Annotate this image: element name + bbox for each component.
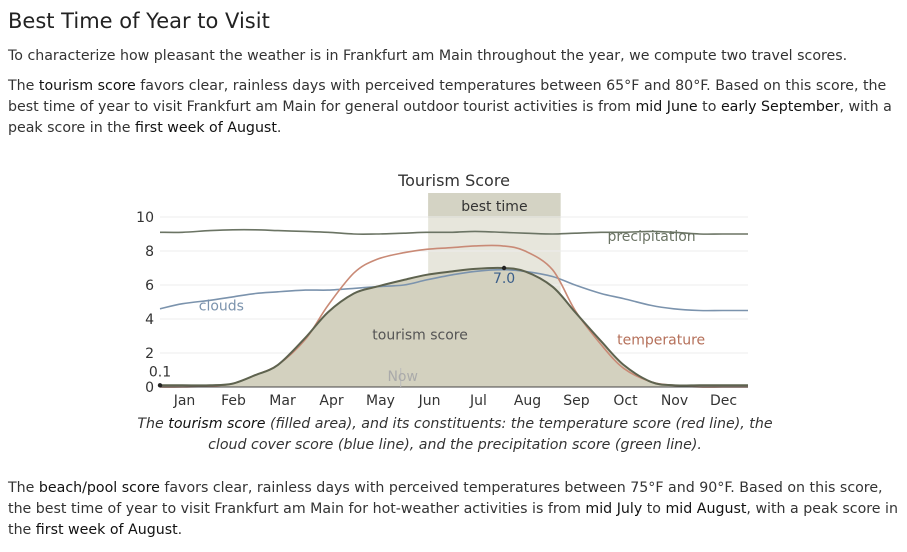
caption-tourism-term: tourism score	[168, 416, 266, 432]
now-label: Now	[387, 369, 418, 385]
x-tick-label: Oct	[613, 393, 638, 409]
series-label-tourism-score: tourism score	[372, 327, 468, 343]
y-tick-label: 8	[145, 244, 154, 260]
tourism-area	[160, 267, 748, 387]
beach-paragraph: The beach/pool score favors clear, rainl…	[8, 480, 898, 538]
y-tick-label: 6	[145, 278, 154, 294]
x-tick-label: Jan	[173, 393, 196, 409]
x-tick-label: Mar	[269, 393, 296, 409]
x-tick-label: Sep	[563, 393, 590, 409]
tourism-score-line	[160, 266, 748, 387]
x-tick-label: Aug	[514, 393, 541, 409]
intro-paragraph: To characterize how pleasant the weather…	[8, 48, 848, 64]
y-tick-label: 10	[136, 210, 154, 226]
clouds-line	[159, 268, 748, 312]
best-time-label: best time	[461, 199, 527, 215]
series-label-temperature: temperature	[617, 333, 705, 349]
series-labels: clouds precipitation temperature tourism sc…	[199, 229, 705, 349]
x-tick-label: Jul	[469, 393, 487, 409]
chart-title: Tourism Score	[397, 171, 510, 190]
y-tick-label: 2	[145, 346, 154, 362]
series-label-clouds: clouds	[199, 299, 244, 315]
x-tick-label: Jun	[418, 393, 441, 409]
axis-ticks: 0 2 4 6 8 10 Jan Feb Mar Apr May Jun Jul Aug Sep Oct Nov…	[136, 210, 737, 409]
x-tick-label: Nov	[661, 393, 688, 409]
precipitation-line	[159, 228, 748, 235]
page-title: Best Time of Year to Visit	[8, 9, 270, 33]
tourism-start: mid June	[635, 99, 698, 115]
series-label-precipitation: precipitation	[607, 229, 695, 245]
annotation-label: 0.1	[149, 364, 171, 380]
x-tick-label: Dec	[710, 393, 737, 409]
annotations: 0.1 7.0	[149, 265, 515, 388]
tourism-end: early September	[720, 99, 840, 115]
y-tick-label: 0	[145, 380, 154, 396]
beach-peak: first week of August	[35, 522, 178, 538]
annotation-label: 7.0	[493, 271, 515, 287]
beach-end: mid August	[665, 501, 747, 517]
x-tick-label: Apr	[319, 393, 343, 409]
tourism-peak: first week of August	[135, 120, 277, 136]
beach-score-term: beach/pool score	[38, 480, 160, 496]
tourism-score-area	[160, 267, 748, 387]
y-tick-label: 4	[145, 312, 154, 328]
tourism-paragraph: The tourism score favors clear, rainless…	[8, 78, 892, 136]
beach-start: mid July	[585, 501, 643, 517]
chart-caption: The tourism score (filled area), and its…	[137, 416, 773, 453]
best-time-header	[428, 193, 561, 218]
tourism-score-term: tourism score	[38, 78, 136, 94]
x-tick-label: Feb	[221, 393, 246, 409]
annotation-point	[157, 383, 163, 388]
series-lines	[159, 228, 748, 388]
x-tick-label: May	[366, 393, 395, 409]
annotation-point	[501, 265, 507, 271]
tourism-score-chart: best time Now 0 2 4 6 8 10 Jan Feb Mar Apr May Jun J…	[136, 171, 748, 409]
